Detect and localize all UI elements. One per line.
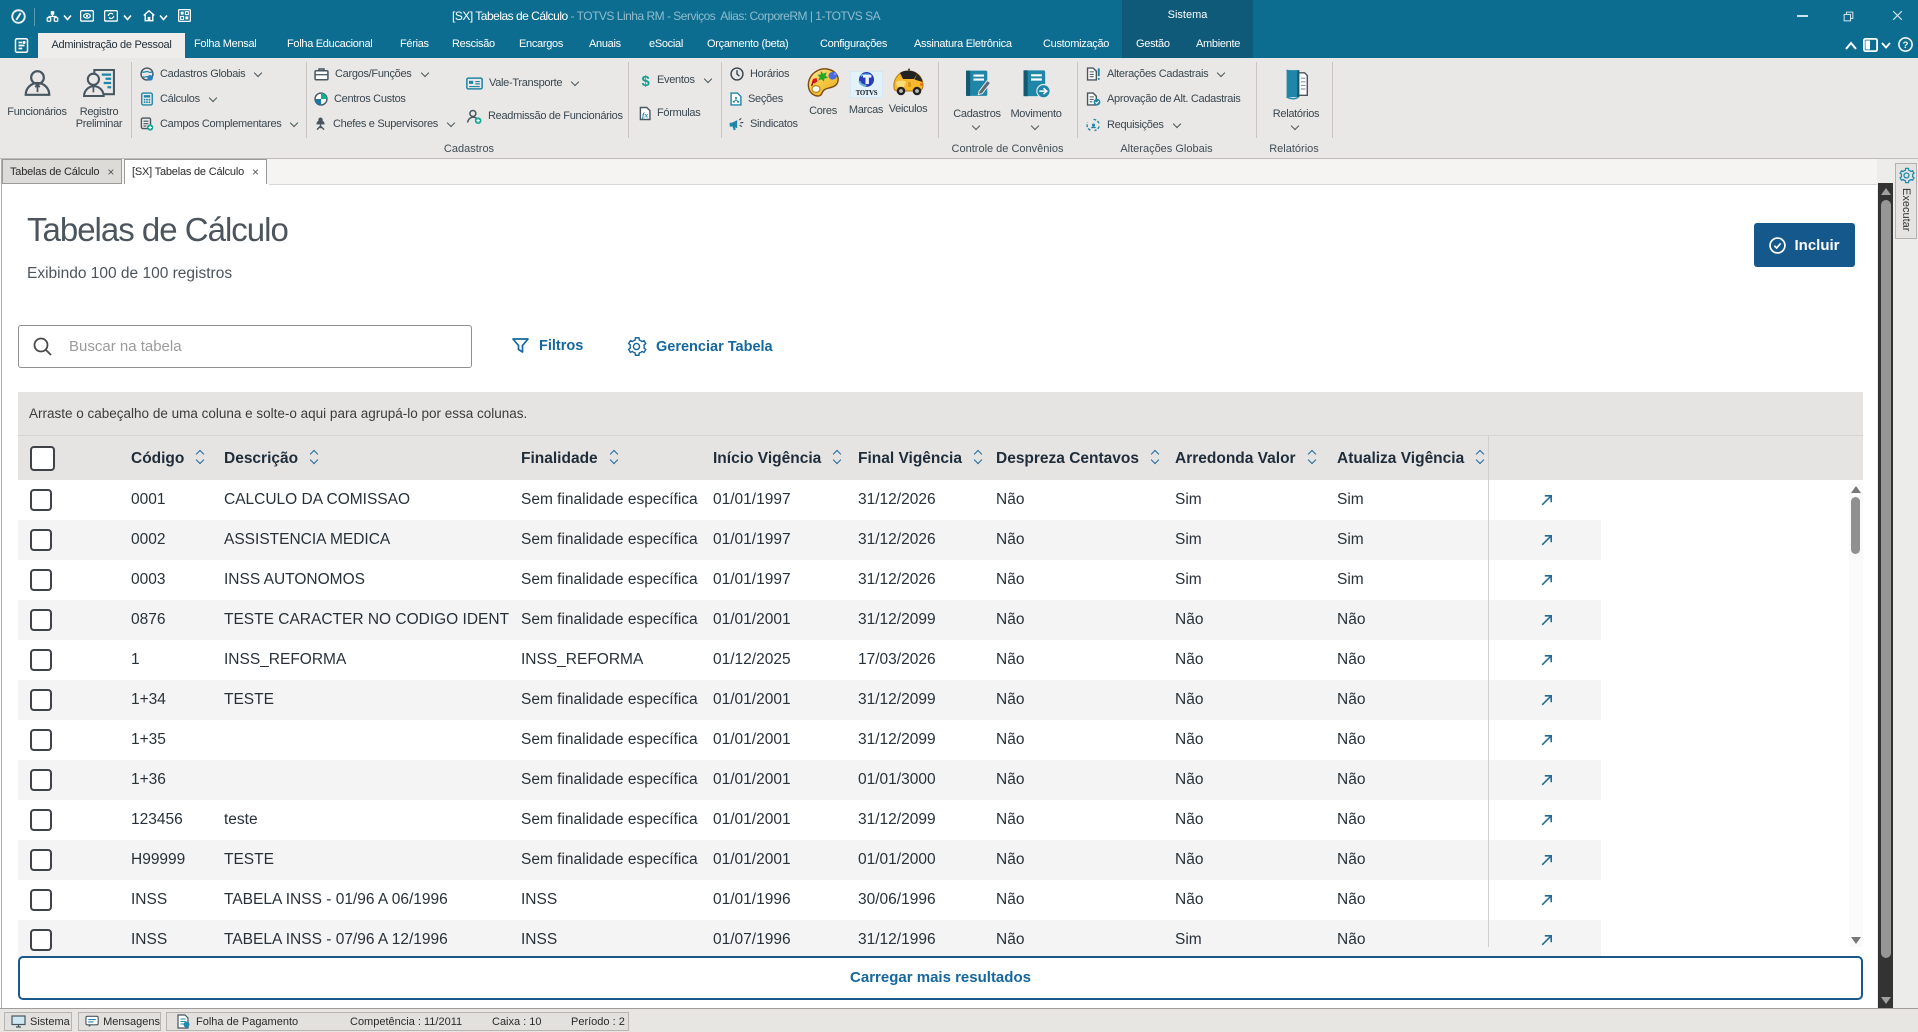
svg-text:fx: fx <box>642 110 648 119</box>
svg-text:$: $ <box>642 73 650 87</box>
svg-text:TOTVS: TOTVS <box>855 90 877 97</box>
svg-text:?: ? <box>1903 40 1909 51</box>
